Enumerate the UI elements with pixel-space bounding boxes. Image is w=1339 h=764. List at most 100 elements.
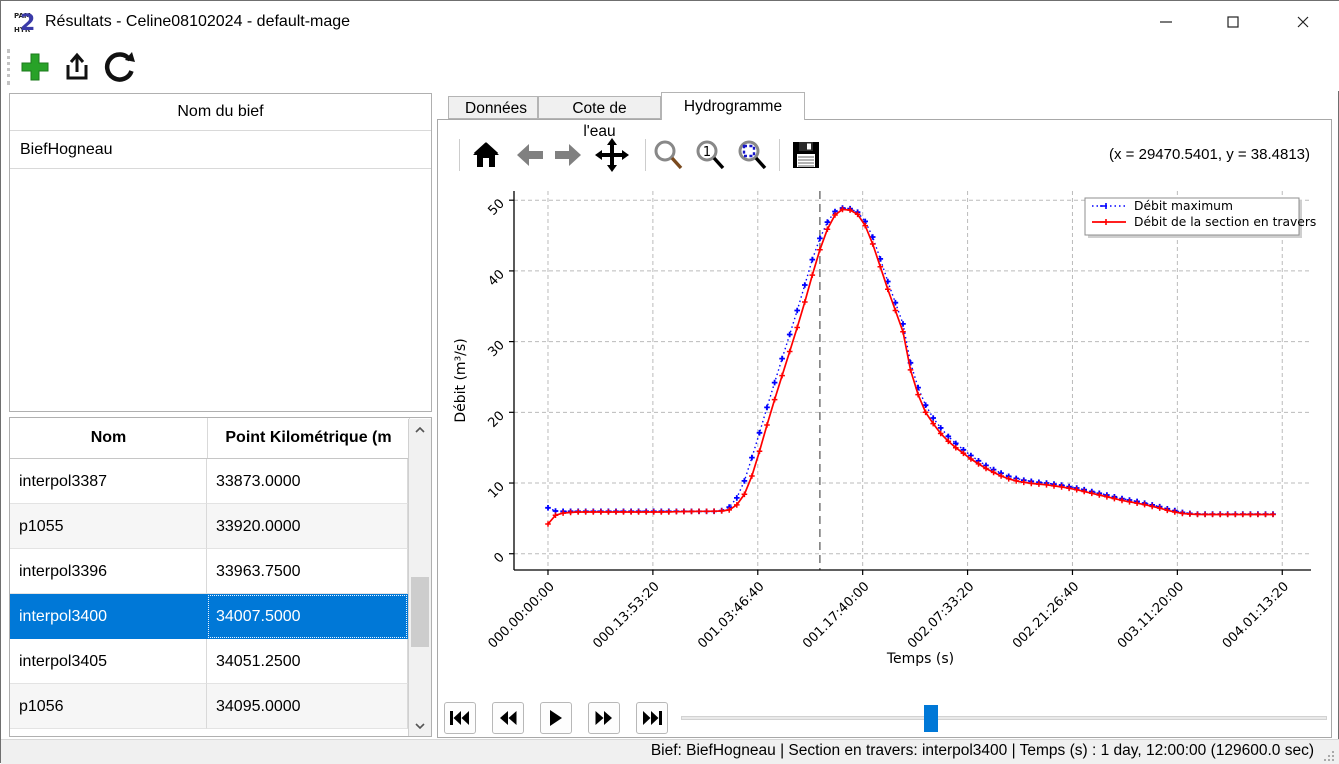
minimize-icon bbox=[1160, 21, 1172, 23]
svg-text:HYR: HYR bbox=[14, 26, 31, 34]
svg-text:PAM: PAM bbox=[14, 12, 31, 20]
legend-label: Débit maximum bbox=[1134, 199, 1233, 213]
plot-toolbar-separator bbox=[645, 139, 646, 171]
cell-pk[interactable]: 34007.5000 bbox=[207, 594, 408, 639]
sections-table: Nom Point Kilométrique (m interpol3387 33… bbox=[9, 417, 432, 737]
scrollbar-thumb[interactable] bbox=[411, 577, 429, 647]
skip-start-icon bbox=[450, 711, 469, 725]
table-scrollbar[interactable] bbox=[408, 419, 431, 736]
forward-icon bbox=[555, 144, 581, 166]
time-slider-track[interactable] bbox=[681, 716, 1327, 720]
x-tick-label: 001.03:46:40 bbox=[695, 579, 767, 651]
plot-toolbar-separator bbox=[779, 139, 780, 171]
chart-axes: 000.00:00:00 000.13:53:20 001.03:46:40 001.… bbox=[485, 191, 1311, 652]
plot-pan-button[interactable] bbox=[595, 137, 629, 173]
table-row[interactable]: interpol3387 33873.0000 bbox=[10, 459, 431, 504]
close-icon bbox=[1297, 16, 1309, 28]
zoom-icon bbox=[654, 140, 683, 170]
x-tick-label: 000.13:53:20 bbox=[590, 579, 662, 651]
chart-legend: Débit maximum Débit de la section en trav… bbox=[1084, 197, 1316, 238]
x-tick-label: 003.11:20:00 bbox=[1115, 579, 1187, 651]
add-button[interactable] bbox=[17, 49, 53, 85]
tab-donnees[interactable]: Données bbox=[448, 96, 538, 119]
export-button[interactable] bbox=[59, 49, 95, 85]
status-text: Bief: BiefHogneau | Section en travers: … bbox=[650, 742, 1314, 759]
plot-zoom-fit-button[interactable] bbox=[735, 137, 769, 173]
toolbar-handle[interactable] bbox=[7, 49, 10, 85]
svg-text:1: 1 bbox=[703, 145, 711, 160]
play-icon bbox=[550, 710, 562, 726]
y-tick-label: 40 bbox=[486, 267, 508, 289]
minimize-button[interactable] bbox=[1134, 1, 1198, 43]
cell-nom[interactable]: p1056 bbox=[10, 684, 207, 729]
resize-grip[interactable] bbox=[1322, 749, 1334, 761]
rewind-icon bbox=[500, 711, 517, 725]
cell-pk[interactable]: 33873.0000 bbox=[207, 459, 408, 504]
cell-nom[interactable]: p1055 bbox=[10, 504, 207, 549]
close-button[interactable] bbox=[1271, 1, 1335, 43]
plus-icon bbox=[21, 53, 49, 81]
table-row[interactable]: interpol3405 34051.2500 bbox=[10, 639, 431, 684]
zoom-region-icon: 1 bbox=[696, 140, 725, 170]
column-header-nom[interactable]: Nom bbox=[10, 418, 208, 458]
fast-forward-button[interactable] bbox=[588, 702, 620, 734]
plot-toolbar-separator bbox=[459, 139, 460, 171]
tab-hydrogramme[interactable]: Hydrogramme bbox=[661, 92, 805, 120]
plot-zoom-button[interactable] bbox=[651, 137, 685, 173]
cell-nom[interactable]: interpol3405 bbox=[10, 639, 207, 684]
plot-forward-button[interactable] bbox=[551, 137, 585, 173]
plot-save-button[interactable] bbox=[789, 137, 823, 173]
cell-pk[interactable]: 33963.7500 bbox=[207, 549, 408, 594]
y-tick-label: 10 bbox=[486, 479, 508, 501]
time-slider-handle[interactable] bbox=[924, 705, 939, 732]
y-tick-label: 0 bbox=[491, 550, 507, 566]
hydrograph-chart[interactable]: 000.00:00:00 000.13:53:20 001.03:46:40 001.… bbox=[451, 184, 1331, 676]
reload-icon bbox=[104, 52, 135, 82]
cell-pk[interactable]: 34095.0000 bbox=[207, 684, 408, 729]
window-title: Résultats - Celine08102024 - default-mag… bbox=[45, 13, 351, 30]
cell-pk[interactable]: 33920.0000 bbox=[207, 504, 408, 549]
fast-forward-icon bbox=[595, 711, 612, 725]
table-row[interactable]: p1056 34095.0000 bbox=[10, 684, 431, 729]
plot-home-button[interactable] bbox=[469, 137, 503, 173]
rewind-button[interactable] bbox=[492, 702, 524, 734]
bief-panel: Nom du bief BiefHogneau bbox=[9, 93, 432, 412]
export-icon bbox=[66, 52, 88, 80]
play-button[interactable] bbox=[540, 702, 572, 734]
table-row[interactable]: interpol3400 34007.5000 bbox=[10, 594, 431, 639]
cell-pk[interactable]: 34051.2500 bbox=[207, 639, 408, 684]
x-tick-label: 000.00:00:00 bbox=[485, 579, 557, 651]
table-row[interactable]: p1055 33920.0000 bbox=[10, 504, 431, 549]
home-icon bbox=[473, 142, 499, 167]
cell-nom[interactable]: interpol3396 bbox=[10, 549, 207, 594]
zoom-fit-icon bbox=[738, 140, 767, 170]
series-debit-maximum bbox=[545, 205, 1276, 517]
save-icon bbox=[793, 142, 819, 168]
svg-text:2: 2 bbox=[20, 11, 35, 34]
column-header-pk[interactable]: Point Kilométrique (m bbox=[208, 418, 410, 458]
skip-start-button[interactable] bbox=[444, 702, 476, 734]
maximize-icon bbox=[1227, 16, 1239, 28]
table-row[interactable]: interpol3396 33963.7500 bbox=[10, 549, 431, 594]
scroll-up-icon[interactable] bbox=[409, 419, 431, 441]
cell-nom[interactable]: interpol3387 bbox=[10, 459, 207, 504]
scroll-down-icon[interactable] bbox=[409, 715, 431, 736]
y-axis-label: Débit (m³/s) bbox=[453, 338, 469, 422]
main-toolbar bbox=[1, 43, 1339, 91]
plot-back-button[interactable] bbox=[513, 137, 547, 173]
skip-end-icon bbox=[643, 711, 662, 725]
x-tick-label: 004.01:13:20 bbox=[1220, 579, 1292, 651]
cursor-coordinates: (x = 29470.5401, y = 38.4813) bbox=[1109, 146, 1310, 163]
tab-cote-de-leau[interactable]: Cote de l'eau bbox=[538, 96, 661, 140]
bief-panel-header: Nom du bief bbox=[10, 94, 431, 131]
skip-end-button[interactable] bbox=[636, 702, 668, 734]
x-tick-label: 002.21:26:40 bbox=[1010, 579, 1082, 651]
sections-table-header: Nom Point Kilométrique (m bbox=[10, 418, 431, 459]
cell-nom[interactable]: interpol3400 bbox=[10, 594, 207, 639]
plot-zoom-region-button[interactable]: 1 bbox=[693, 137, 727, 173]
bief-list-item[interactable]: BiefHogneau bbox=[10, 131, 431, 169]
maximize-button[interactable] bbox=[1201, 1, 1265, 43]
x-tick-label: 002.07:33:20 bbox=[905, 579, 977, 651]
reload-button[interactable] bbox=[101, 49, 137, 85]
